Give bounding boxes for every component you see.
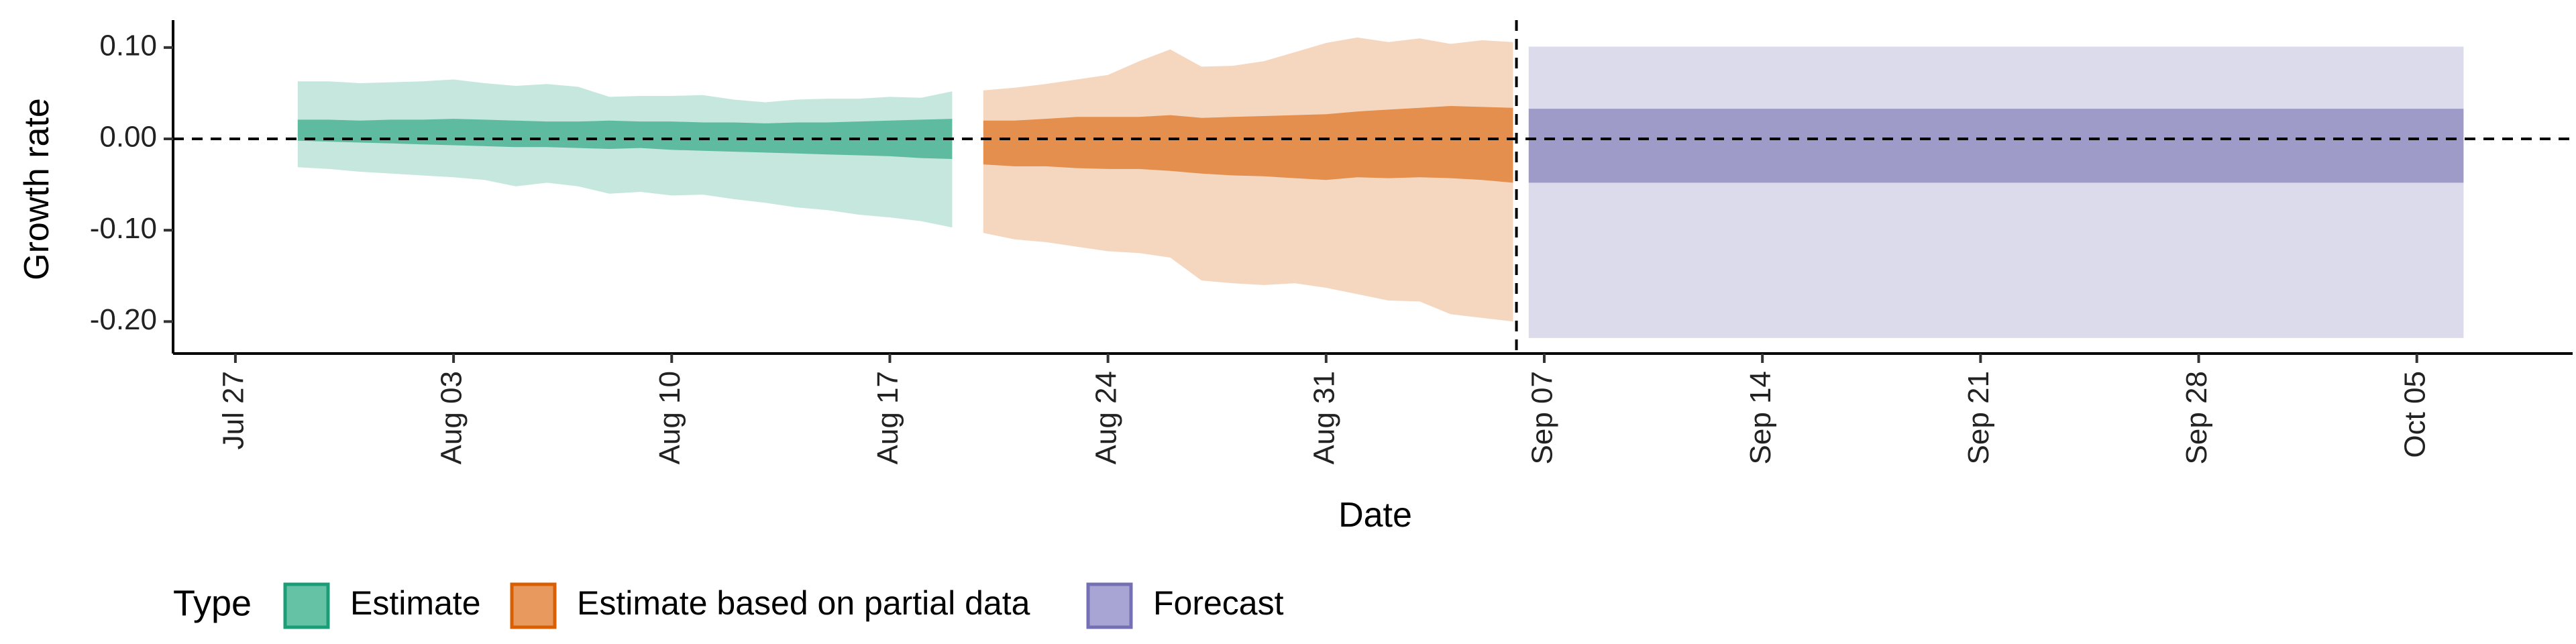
estimate-band-90 (297, 79, 953, 228)
x-tick-label: Aug 24 (1089, 371, 1122, 464)
y-axis-title: Growth rate (17, 98, 56, 280)
forecast-band-50 (1528, 109, 2464, 183)
y-tick-label: -0.20 (90, 303, 157, 336)
forecast-band-90 (1528, 46, 2464, 338)
x-tick-label: Aug 31 (1307, 371, 1340, 464)
y-tick-label: 0.00 (99, 121, 157, 154)
x-tick-label: Sep 14 (1744, 371, 1777, 464)
x-tick-label: Aug 03 (435, 371, 468, 464)
x-tick-label: Sep 07 (1526, 371, 1559, 464)
interval-bands (297, 37, 2464, 338)
x-axis-ticks: Jul 27 Aug 03 Aug 10 Aug 17 Aug 24 Aug 31 Sep … (217, 354, 2431, 464)
legend-title: Type (173, 583, 252, 623)
y-axis-ticks: 0.10 0.00 -0.10 -0.20 (90, 29, 173, 336)
x-tick-label: Sep 28 (2180, 371, 2213, 464)
legend-key-estimate (283, 582, 330, 629)
legend-label-forecast: Forecast (1153, 584, 1284, 622)
legend: Type Estimate Estimate based on partial da… (173, 582, 1284, 629)
x-tick-label: Oct 05 (2398, 371, 2431, 458)
x-tick-label: Jul 27 (217, 371, 250, 449)
legend-key-forecast (1086, 582, 1133, 629)
legend-label-estimate-based-on-partial-data: Estimate based on partial data (577, 584, 1030, 622)
reference-lines (173, 20, 2573, 354)
estimate-based-on-partial-data-band-90 (983, 37, 1513, 322)
y-tick-label: -0.10 (90, 212, 157, 245)
estimate-based-on-partial-data-band-50 (983, 106, 1513, 183)
x-axis-title: Date (1338, 496, 1412, 535)
x-tick-label: Sep 21 (1962, 371, 1995, 464)
legend-label-estimate: Estimate (350, 584, 481, 622)
x-tick-label: Aug 10 (653, 371, 686, 464)
axes (172, 20, 2573, 355)
legend-key-estimate-based-on-partial-data (510, 582, 557, 629)
y-tick-label: 0.10 (99, 29, 157, 62)
x-tick-label: Aug 17 (871, 371, 904, 464)
